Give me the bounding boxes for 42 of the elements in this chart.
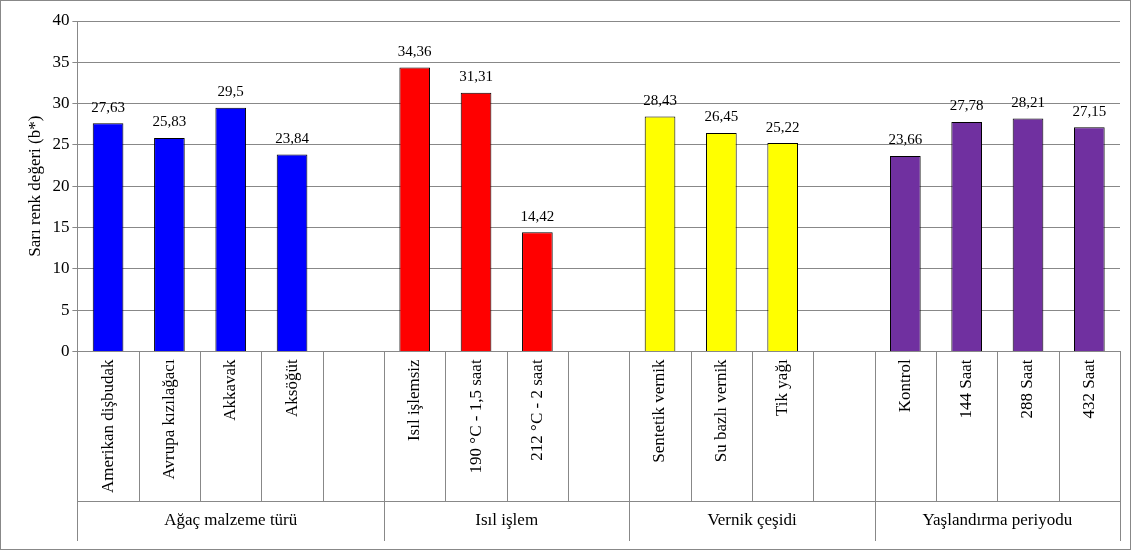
x-tick-label: Sentetik vernik	[649, 358, 669, 463]
data-label: 27,78	[949, 97, 984, 114]
data-label: 14,42	[520, 207, 555, 224]
y-tick-label: 5	[60, 299, 70, 319]
data-label: 28,21	[1011, 93, 1045, 110]
y-tick-label: 0	[60, 340, 70, 360]
text: Ağaç malzeme türü	[164, 510, 298, 530]
text: Vernik çeşidi	[707, 510, 797, 530]
y-tick-label: 15	[52, 216, 70, 236]
y-tick-label: 25	[52, 134, 70, 154]
x-tick-label: 190 °C - 1,5 saat	[465, 359, 485, 474]
y-tick-label: 30	[52, 93, 70, 113]
data-label: 23,84	[275, 129, 310, 146]
x-tick-label: Amerikan dişbudak	[97, 358, 117, 493]
text: Isıl işlem	[475, 510, 539, 530]
x-tick-label: Isıl işlemsiz	[404, 358, 424, 442]
x-tick-label: Akkavak	[220, 358, 240, 421]
x-tick-label: 432 Saat	[1078, 359, 1098, 419]
data-label: 27,63	[91, 98, 125, 115]
y-axis-title: Sarı renk değeri (b*)	[24, 115, 44, 257]
data-label: 29,5	[217, 83, 244, 100]
y-tick-label: 20	[52, 175, 70, 195]
data-label: 26,45	[704, 108, 739, 125]
data-label: 27,15	[1072, 102, 1107, 119]
y-tick-label: 40	[52, 10, 70, 30]
data-label: 25,83	[152, 113, 187, 130]
x-tick-label: 288 Saat	[1017, 359, 1037, 419]
y-tick-label: 10	[52, 258, 70, 278]
y-tick-label: 35	[52, 51, 70, 71]
x-tick-label: Su bazlı vernik	[710, 358, 730, 463]
x-tick-label: 212 °C - 2 saat	[526, 359, 546, 461]
x-tick-label: Aksöğüt	[281, 359, 301, 418]
data-label: 23,66	[888, 131, 923, 148]
x-tick-label: Avrupa kızılağacı	[158, 359, 178, 480]
data-label: 34,36	[397, 43, 433, 60]
x-tick-label: Kontrol	[894, 359, 914, 413]
text: Yaşlandırma periyodu	[922, 510, 1073, 530]
data-label: 31,31	[459, 68, 493, 85]
x-tick-label: Tik yağı	[772, 359, 792, 416]
data-label: 25,22	[765, 118, 800, 135]
data-label: 28,43	[643, 92, 677, 108]
x-tick-label: 144 Saat	[956, 359, 976, 419]
